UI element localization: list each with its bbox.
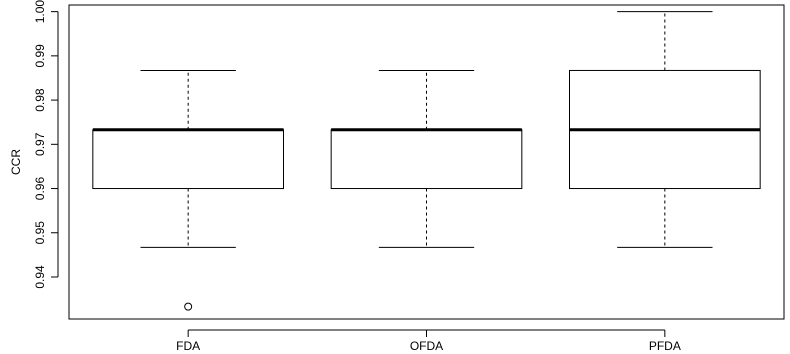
y-tick-label: 0.98 (33, 88, 47, 112)
y-axis: 0.94 0.95 0.96 0.97 0.98 0.99 1.00 (33, 0, 59, 289)
box-pfda (569, 11, 761, 248)
y-tick-label: 1.00 (33, 0, 47, 23)
outlier-point (184, 302, 193, 311)
y-axis-label: CCR (9, 149, 23, 175)
y-tick-label: 0.94 (33, 265, 47, 289)
box-ofda (330, 69, 523, 248)
x-axis: FDA OFDA PFDA (176, 329, 681, 353)
y-tick-label: 0.95 (33, 221, 47, 245)
iqr-box (330, 129, 523, 190)
x-tick-label: FDA (176, 339, 200, 353)
iqr-box (92, 129, 285, 190)
y-tick-label: 0.97 (33, 132, 47, 156)
x-tick-label: PFDA (649, 339, 681, 353)
box-fda (92, 69, 285, 311)
plot-frame (68, 4, 785, 320)
y-tick-label: 0.96 (33, 177, 47, 201)
boxes (92, 11, 761, 311)
x-tick-label: OFDA (410, 339, 443, 353)
y-tick-label: 0.99 (33, 44, 47, 68)
